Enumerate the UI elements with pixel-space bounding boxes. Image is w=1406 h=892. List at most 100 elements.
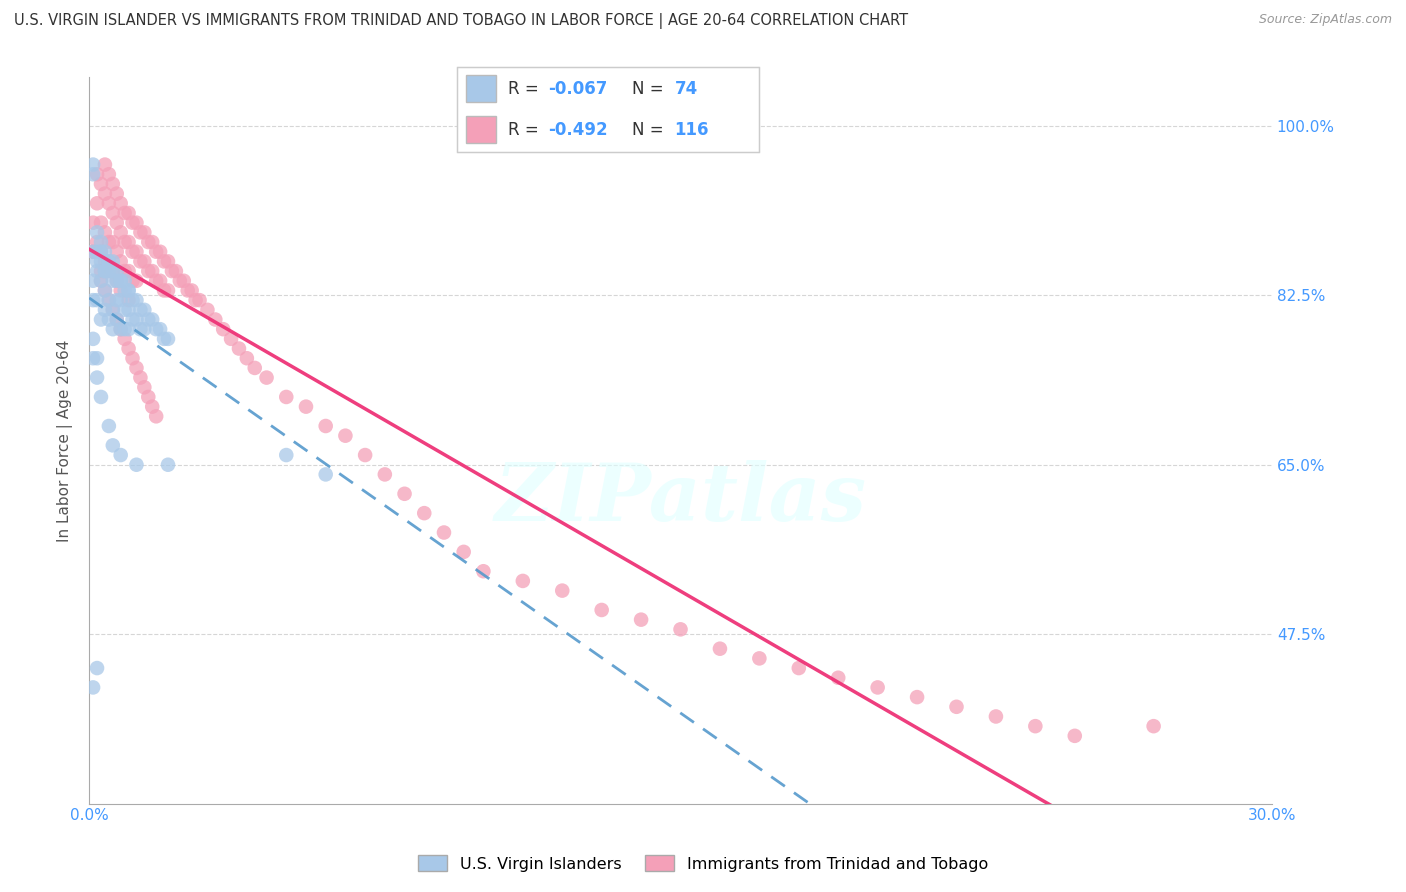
Point [129, 370, 152, 384]
Point [110, 322, 132, 336]
Point [866, 681, 889, 695]
Text: N =: N = [633, 120, 669, 138]
Point [97, 312, 120, 326]
FancyBboxPatch shape [465, 76, 496, 103]
Point [101, 264, 124, 278]
Point [110, 274, 132, 288]
Point [110, 254, 132, 268]
Point [94, 186, 117, 201]
Point [197, 302, 219, 317]
Point [105, 274, 128, 288]
Text: U.S. VIRGIN ISLANDER VS IMMIGRANTS FROM TRINIDAD AND TOBAGO IN LABOR FORCE | AGE: U.S. VIRGIN ISLANDER VS IMMIGRANTS FROM … [14, 13, 908, 29]
Point [156, 284, 179, 298]
Point [117, 284, 139, 298]
Point [117, 264, 139, 278]
Point [125, 216, 148, 230]
Point [101, 302, 124, 317]
Point [1143, 719, 1166, 733]
Point [114, 206, 136, 220]
Point [82, 158, 104, 172]
Point [136, 264, 159, 278]
Point [94, 244, 117, 259]
Point [709, 641, 731, 656]
Point [315, 467, 337, 482]
Point [82, 274, 104, 288]
Point [94, 225, 117, 239]
Point [94, 254, 117, 268]
Point [97, 254, 120, 268]
Point [141, 312, 163, 326]
Point [82, 332, 104, 346]
Point [110, 225, 132, 239]
Point [117, 322, 139, 336]
Point [86, 244, 108, 259]
Point [110, 196, 132, 211]
Point [105, 274, 128, 288]
Point [90, 244, 112, 259]
Point [1063, 729, 1085, 743]
Point [105, 293, 128, 307]
Legend: U.S. Virgin Islanders, Immigrants from Trinidad and Tobago: U.S. Virgin Islanders, Immigrants from T… [411, 847, 995, 880]
Point [90, 264, 112, 278]
Point [97, 235, 120, 249]
Point [236, 351, 259, 366]
Point [141, 235, 163, 249]
Point [748, 651, 770, 665]
Point [90, 390, 112, 404]
Point [94, 158, 117, 172]
Text: R =: R = [509, 80, 544, 98]
Point [90, 254, 112, 268]
Point [82, 244, 104, 259]
Text: -0.492: -0.492 [547, 120, 607, 138]
Point [228, 342, 250, 356]
Point [105, 216, 128, 230]
Point [184, 293, 207, 307]
Point [114, 332, 136, 346]
Point [101, 177, 124, 191]
Point [136, 235, 159, 249]
Point [134, 225, 156, 239]
Point [86, 351, 108, 366]
Point [433, 525, 456, 540]
Point [121, 293, 143, 307]
Text: Source: ZipAtlas.com: Source: ZipAtlas.com [1258, 13, 1392, 27]
Point [1024, 719, 1046, 733]
Point [105, 244, 128, 259]
Point [125, 458, 148, 472]
Point [94, 302, 117, 317]
Point [129, 302, 152, 317]
Point [101, 274, 124, 288]
Point [136, 312, 159, 326]
Point [153, 254, 176, 268]
Point [90, 274, 112, 288]
Point [295, 400, 318, 414]
Point [101, 302, 124, 317]
Point [125, 274, 148, 288]
Point [591, 603, 613, 617]
Point [114, 284, 136, 298]
Point [97, 264, 120, 278]
Point [551, 583, 574, 598]
Point [315, 419, 337, 434]
Point [82, 681, 104, 695]
Point [117, 342, 139, 356]
Point [105, 186, 128, 201]
Point [82, 293, 104, 307]
Point [354, 448, 377, 462]
Point [97, 254, 120, 268]
Point [86, 254, 108, 268]
Point [276, 390, 298, 404]
Point [82, 216, 104, 230]
Point [335, 428, 357, 442]
Point [141, 264, 163, 278]
Point [90, 216, 112, 230]
Point [101, 322, 124, 336]
Point [905, 690, 928, 705]
Point [82, 167, 104, 181]
Point [134, 254, 156, 268]
Point [97, 196, 120, 211]
Point [145, 244, 167, 259]
Point [86, 167, 108, 181]
Point [165, 264, 187, 278]
Text: N =: N = [633, 80, 669, 98]
